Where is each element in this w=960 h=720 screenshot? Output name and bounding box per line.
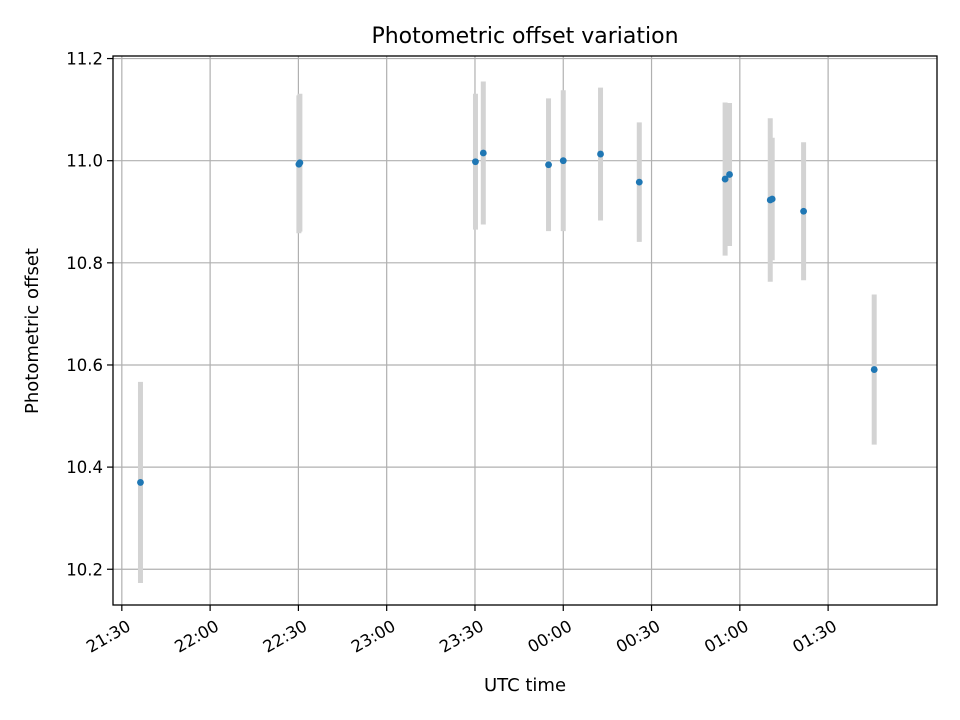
data-point bbox=[870, 366, 878, 373]
plot-frame bbox=[112, 55, 938, 606]
y-tick-label: 10.2 bbox=[66, 560, 103, 579]
y-tick-label: 11.0 bbox=[66, 152, 103, 171]
x-tick-label: 01:30 bbox=[789, 616, 840, 656]
data-point bbox=[635, 178, 643, 186]
y-tick-label: 10.8 bbox=[66, 254, 103, 273]
data-point bbox=[479, 149, 487, 157]
x-tick-label: 22:30 bbox=[260, 616, 311, 656]
y-axis-label: Photometric offset bbox=[22, 248, 43, 414]
x-tick-label: 23:00 bbox=[348, 616, 399, 656]
x-axis-ticks: 21:30 22:00 22:30 23:00 23:30 00:00 00:30 01:00… bbox=[83, 605, 840, 657]
x-tick-label: 00:00 bbox=[525, 616, 576, 656]
data-point bbox=[721, 175, 729, 183]
data-point bbox=[800, 207, 807, 215]
x-tick-label: 22:00 bbox=[171, 616, 222, 656]
data-point bbox=[472, 158, 479, 166]
data-point bbox=[597, 150, 604, 158]
data-point bbox=[768, 195, 776, 203]
y-tick-label: 10.6 bbox=[66, 356, 103, 375]
x-tick-label: 23:30 bbox=[436, 616, 487, 656]
x-tick-label: 00:30 bbox=[613, 616, 664, 656]
y-tick-label: 11.2 bbox=[66, 50, 103, 69]
data-points bbox=[137, 149, 878, 486]
x-tick-label: 21:30 bbox=[83, 616, 134, 656]
data-point bbox=[296, 159, 304, 167]
y-tick-label: 10.4 bbox=[66, 458, 103, 477]
error-bars bbox=[137, 81, 877, 584]
data-point bbox=[545, 161, 552, 169]
data-point bbox=[559, 157, 567, 165]
grid bbox=[113, 56, 937, 605]
y-axis-ticks: 10.2 10.4 10.6 10.8 11.0 11.2 bbox=[66, 50, 113, 579]
data-point bbox=[726, 171, 733, 178]
chart-title: Photometric offset variation bbox=[371, 24, 678, 49]
x-tick-label: 01:00 bbox=[701, 616, 752, 656]
data-point bbox=[137, 479, 144, 486]
x-axis-label: UTC time bbox=[484, 675, 566, 696]
